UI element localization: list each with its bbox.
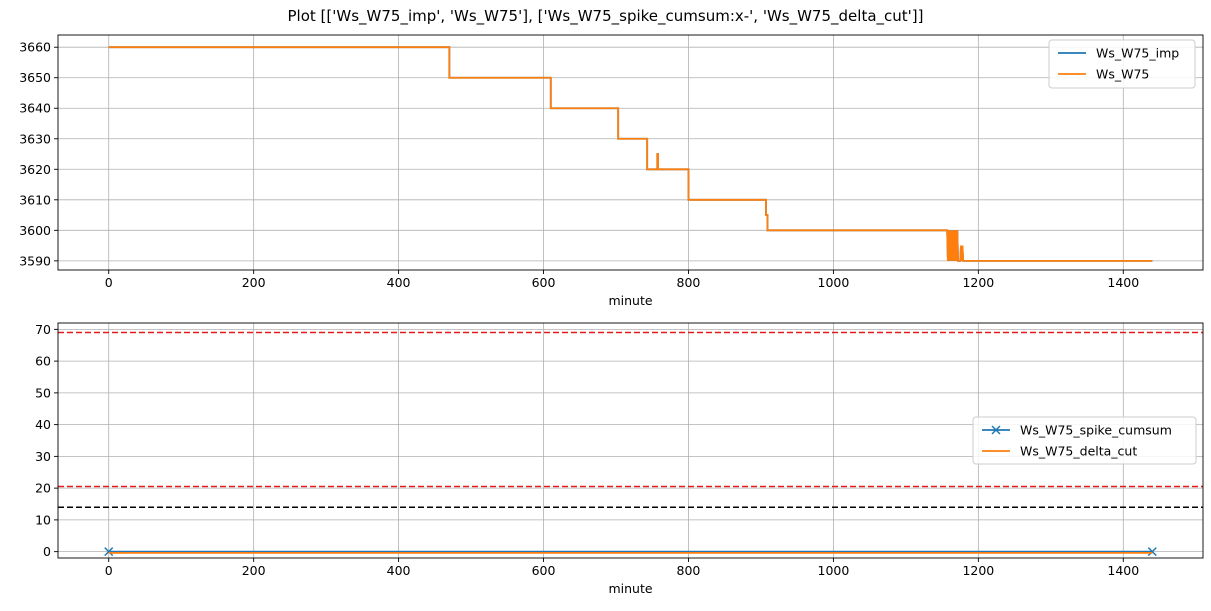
bottom-xtick-label: 1200 [962, 563, 994, 578]
bottom-xtick-label: 800 [677, 563, 701, 578]
bottom-series-marker-0 [104, 547, 114, 557]
bottom-legend-marker-0 [991, 425, 1001, 435]
bottom-legend: Ws_W75_spike_cumsum Ws_W75_delta_cut [972, 416, 1197, 465]
top-xtick-label: 800 [677, 275, 701, 290]
top-legend-box [1048, 39, 1196, 89]
top-ytick-label: 3590 [19, 253, 51, 268]
top-ytick-label: 3630 [19, 131, 51, 146]
bottom-legend-label-1: Ws_W75_delta_cut [1020, 444, 1137, 459]
top-xtick-label: 1200 [962, 275, 994, 290]
bottom-ytick-label: 60 [35, 354, 51, 369]
bottom-ytick-label: 70 [35, 322, 51, 337]
bottom-xtick-label: 600 [532, 563, 556, 578]
top-plot-area [108, 46, 1153, 262]
bottom-series-marker-0 [1147, 547, 1157, 557]
top-ytick-label: 3600 [19, 223, 51, 238]
bottom-xtick-label: 200 [242, 563, 266, 578]
top-xtick-label: 400 [387, 275, 411, 290]
bottom-ytick-label: 50 [35, 385, 51, 400]
top-series-line-0 [108, 46, 1153, 262]
top-legend-label-1: Ws_W75 [1096, 67, 1149, 82]
bottom-xtick-label: 400 [387, 563, 411, 578]
top-xtick-label: 600 [532, 275, 556, 290]
bottom-ytick-label: 30 [35, 449, 51, 464]
top-xlabel: minute [608, 293, 652, 308]
top-axes-frame [57, 34, 1204, 271]
bottom-plot: 0 200 400 600 800 1000 1200 1400 0 10 20 30 40 50 60 70… [35, 322, 1204, 596]
top-legend: Ws_W75_imp Ws_W75 [1048, 39, 1196, 89]
bottom-xtick-label: 1000 [818, 563, 850, 578]
top-legend-label-0: Ws_W75_imp [1096, 46, 1179, 61]
top-ytick-label: 3650 [19, 70, 51, 85]
bottom-ytick-label: 20 [35, 481, 51, 496]
top-ytick-label: 3660 [19, 40, 51, 55]
bottom-ytick-label: 0 [43, 544, 51, 559]
top-ytick-label: 3640 [19, 101, 51, 116]
top-xtick-label: 0 [105, 275, 113, 290]
top-xtick-label: 1400 [1107, 275, 1139, 290]
bottom-xlabel: minute [608, 581, 652, 596]
bottom-xtick-label: 0 [105, 563, 113, 578]
bottom-xtick-label: 1400 [1107, 563, 1139, 578]
bottom-legend-box [972, 416, 1197, 465]
bottom-plot-area [58, 331, 1203, 557]
bottom-ytick-label: 10 [35, 512, 51, 527]
figure-title: Plot [['Ws_W75_imp', 'Ws_W75'], ['Ws_W75… [288, 7, 924, 26]
top-plot: 0 200 400 600 800 1000 1200 1400 3590 3600 3610 362… [19, 34, 1204, 308]
top-ytick-label: 3610 [19, 192, 51, 207]
top-xtick-label: 200 [242, 275, 266, 290]
top-ytick-label: 3620 [19, 162, 51, 177]
bottom-ytick-label: 40 [35, 417, 51, 432]
top-xtick-label: 1000 [818, 275, 850, 290]
bottom-legend-label-0: Ws_W75_spike_cumsum [1020, 423, 1172, 438]
bottom-axes-frame [57, 322, 1204, 559]
top-series-line-1 [108, 46, 1153, 262]
